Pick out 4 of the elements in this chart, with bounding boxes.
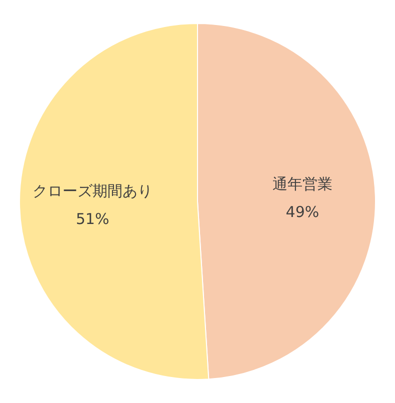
data-label: 51% <box>76 210 110 228</box>
slice-label: クローズ期間あり <box>32 182 153 200</box>
slice-label: 通年営業 <box>272 175 332 194</box>
data-label: 49% <box>286 203 320 222</box>
